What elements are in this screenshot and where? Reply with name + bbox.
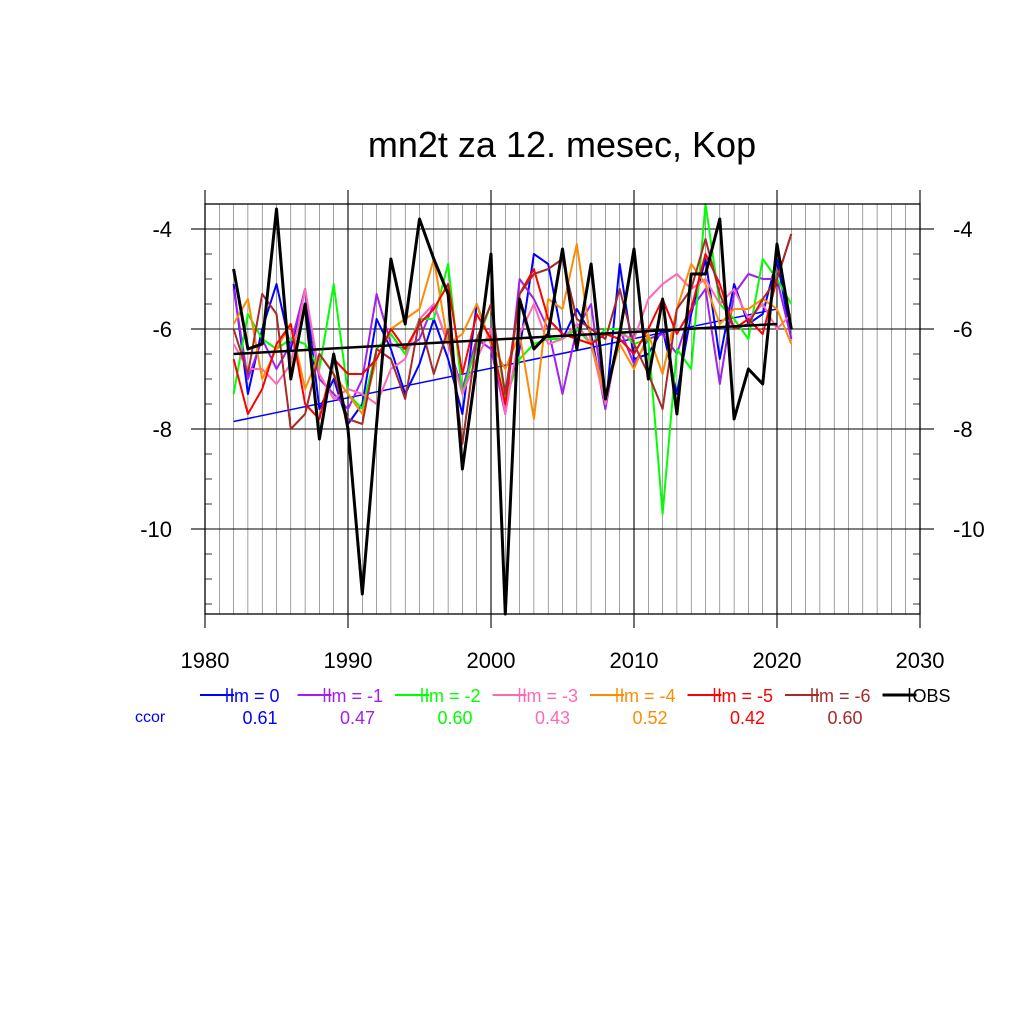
series-line-7 xyxy=(232,207,793,616)
plot-frame xyxy=(204,203,921,615)
legend-label-7: OBS xyxy=(913,686,951,706)
x-tick-label: 2010 xyxy=(610,648,659,673)
legend-label-1: lm = -1 xyxy=(328,686,384,706)
axes: 1980 1990 2000 2010 2020 2030 -4 -4 -6 -6 -8 -8 -10 -… xyxy=(140,190,985,673)
y-tick-label-right: -6 xyxy=(953,317,973,342)
y-tick-label-left: -6 xyxy=(152,317,172,342)
trend-line-7 xyxy=(233,322,778,356)
x-tick-label: 1980 xyxy=(181,648,230,673)
legend-ccor-6: 0.60 xyxy=(827,708,862,728)
legend-label-5: lm = -5 xyxy=(718,686,774,706)
chart-title: mn2t za 12. mesec, Kop xyxy=(368,124,756,165)
legend-ccor-4: 0.52 xyxy=(632,708,667,728)
legend-label-3: lm = -3 xyxy=(523,686,579,706)
x-tick-label: 1990 xyxy=(324,648,373,673)
y-tick-label-right: -10 xyxy=(953,517,985,542)
legend-ccor-2: 0.60 xyxy=(437,708,472,728)
y-tick-label-right: -4 xyxy=(953,217,973,242)
grid xyxy=(205,204,920,614)
y-tick-label-left: -10 xyxy=(140,517,172,542)
x-tick-label: 2030 xyxy=(896,648,945,673)
legend-label-6: lm = -6 xyxy=(815,686,871,706)
x-tick-label: 2000 xyxy=(467,648,516,673)
y-tick-label-right: -8 xyxy=(953,417,973,442)
series-line-6 xyxy=(232,233,793,445)
legend-ccor-label: ccor xyxy=(135,709,166,726)
legend-ccor-5: 0.42 xyxy=(730,708,765,728)
legend-ccor-0: 0.61 xyxy=(242,708,277,728)
legend-ccor-3: 0.43 xyxy=(535,708,570,728)
y-tick-label-left: -8 xyxy=(152,417,172,442)
x-tick-label: 2020 xyxy=(753,648,802,673)
legend-ccor-1: 0.47 xyxy=(340,708,375,728)
legend-label-4: lm = -4 xyxy=(620,686,676,706)
legend-label-2: lm = -2 xyxy=(425,686,481,706)
y-tick-label-left: -4 xyxy=(152,217,172,242)
series-group xyxy=(232,203,793,616)
legend-label-0: lm = 0 xyxy=(230,686,280,706)
